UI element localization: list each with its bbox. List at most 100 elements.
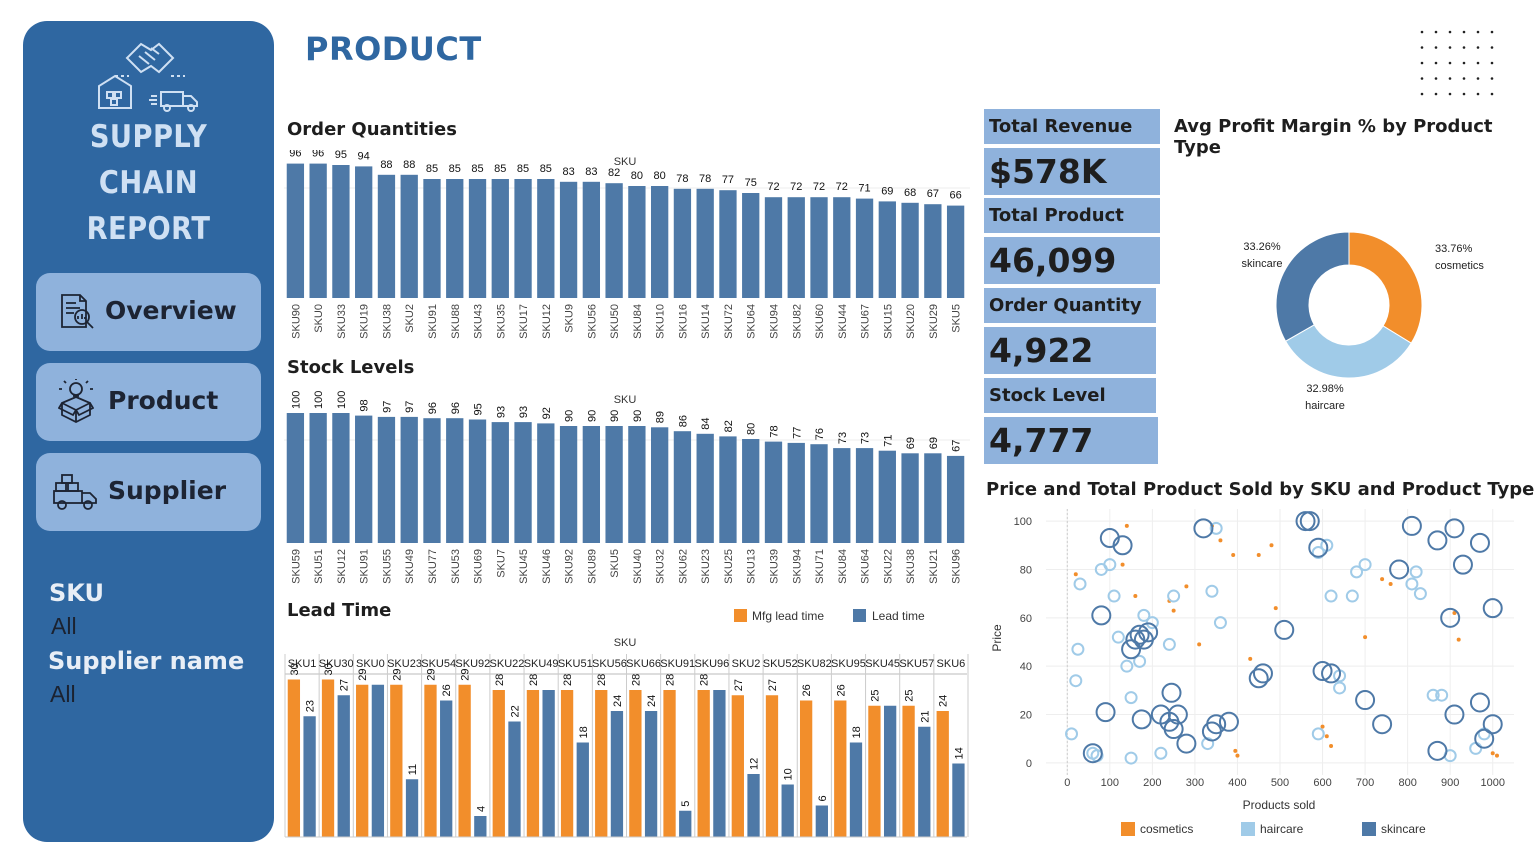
point-cosmetics: [1235, 753, 1240, 758]
x-tick-label: SKU15: [882, 304, 894, 339]
nav-supplier-label: Supplier: [108, 476, 227, 505]
bar-mark: [390, 684, 403, 837]
legend-label-lead: Lead time: [872, 609, 925, 623]
dot-mark: [1476, 30, 1480, 34]
x-header-label: SKU45: [865, 658, 900, 670]
point-cosmetics: [1388, 581, 1393, 586]
bar-mark: [468, 179, 487, 298]
filter-supplier-dropdown[interactable]: All: [50, 681, 76, 707]
x-tick-label: SKU84: [632, 304, 644, 339]
y-tick-label: 20: [1020, 710, 1032, 722]
report-title-line2: REPORT: [86, 211, 211, 247]
x-header-label: SKU30: [319, 658, 354, 670]
data-label: 26: [801, 684, 813, 696]
sidebar: SUPPLY CHAIN REPORT Overview Product: [23, 21, 274, 842]
point-cosmetics: [1218, 538, 1223, 543]
data-label: 66: [949, 190, 961, 202]
bar-mark: [918, 726, 931, 837]
point-skincare: [1161, 682, 1182, 703]
point-haircare: [1435, 688, 1449, 702]
x-tick-label: SKU72: [723, 304, 735, 339]
x-header-label: SKU56: [592, 658, 627, 670]
data-label: 77: [722, 174, 734, 186]
point-skincare: [1274, 619, 1295, 640]
point-cosmetics: [1380, 577, 1385, 582]
y-axis-title: Price: [990, 624, 1004, 652]
data-label: 12: [749, 758, 761, 770]
donut-slice-cosmetics: [1348, 231, 1423, 344]
data-label: 22: [509, 705, 521, 717]
dot-mark: [1434, 46, 1438, 49]
point-haircare: [1073, 577, 1087, 591]
nav-supplier-button[interactable]: Supplier: [36, 453, 261, 531]
bar-mark: [377, 416, 396, 543]
data-label: 71: [858, 183, 870, 195]
x-tick-label: 400: [1228, 777, 1246, 789]
donut-slice-skincare: [1275, 231, 1350, 342]
x-tick-label: SKU38: [381, 304, 393, 339]
nav-product-button[interactable]: Product: [36, 363, 261, 441]
point-haircare: [1065, 727, 1079, 741]
point-cosmetics: [1494, 753, 1499, 758]
bar-mark: [696, 433, 714, 543]
point-skincare: [1248, 668, 1269, 689]
bar-mark: [400, 416, 418, 543]
bar-mark: [405, 779, 419, 837]
data-label: 69: [928, 437, 940, 449]
point-haircare: [1311, 727, 1325, 741]
data-label: 29: [460, 669, 472, 681]
point-haircare: [1103, 558, 1117, 572]
kpi-total-revenue-value-box: $578K: [984, 148, 1160, 195]
x-axis-title: Products sold: [1243, 798, 1316, 812]
data-label: 69: [905, 437, 917, 449]
delivery-truck-icon: [53, 474, 97, 510]
point-haircare: [1124, 691, 1138, 705]
bar-mark: [673, 188, 692, 298]
data-label: 78: [768, 425, 780, 437]
bar-mark: [400, 174, 418, 298]
x-tick-label: SKU38: [905, 549, 917, 584]
order-quantities-title: Order Quantities: [287, 119, 457, 140]
point-skincare: [1252, 663, 1273, 684]
dot-mark: [1462, 77, 1466, 80]
point-cosmetics: [1184, 584, 1189, 589]
data-label: 80: [746, 423, 758, 435]
dot-mark: [1448, 77, 1452, 80]
dot-mark: [1490, 30, 1494, 34]
x-tick-label: SKU44: [837, 304, 849, 339]
bar-mark: [747, 774, 760, 837]
x-tick-label: SKU71: [814, 549, 826, 584]
legend-swatch-haircare: [1241, 822, 1255, 836]
data-label: 85: [494, 163, 506, 175]
point-skincare: [1082, 743, 1103, 764]
kpi-total-revenue-value: $578K: [989, 152, 1107, 191]
kpi-total-product-sold-label: Total Product Sold: [989, 205, 1124, 262]
data-label: 72: [836, 181, 848, 193]
data-label: 73: [837, 432, 849, 444]
point-haircare: [1162, 637, 1176, 651]
dot-mark: [1434, 30, 1438, 34]
point-cosmetics: [1324, 734, 1329, 739]
point-haircare: [1469, 741, 1483, 755]
x-tick-label: SKU39: [768, 549, 780, 584]
decorative-dots-icon: [1420, 30, 1494, 96]
data-label: 72: [813, 181, 825, 193]
bar-mark: [849, 742, 863, 837]
data-label: 76: [814, 428, 826, 440]
filter-sku-label: SKU: [49, 579, 104, 607]
nav-overview-label: Overview: [105, 296, 237, 325]
bar-mark: [799, 700, 813, 837]
data-label: 4: [475, 806, 487, 812]
bar-mark: [610, 711, 624, 837]
nav-overview-button[interactable]: Overview: [36, 273, 261, 351]
point-skincare: [1138, 622, 1159, 643]
filter-sku-dropdown[interactable]: All: [51, 613, 77, 639]
dot-mark: [1448, 61, 1452, 65]
x-tick-label: SKU29: [928, 304, 940, 339]
bar-mark: [878, 450, 896, 543]
data-label: 96: [450, 402, 462, 414]
bar-mark: [787, 442, 805, 543]
point-skincare: [1440, 607, 1461, 628]
bar-mark: [355, 415, 373, 543]
data-label: 29: [425, 669, 437, 681]
